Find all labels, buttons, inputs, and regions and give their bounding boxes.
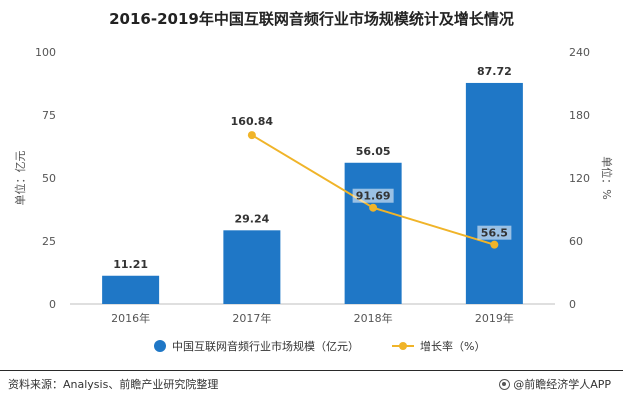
footer-divider <box>0 370 623 371</box>
brand-logo-icon <box>499 378 511 390</box>
bar-value-label: 87.72 <box>477 65 512 78</box>
bar-value-label: 56.05 <box>356 145 391 158</box>
x-tick-label: 2018年 <box>354 311 393 325</box>
y-left-tick-label: 50 <box>42 172 56 185</box>
x-tick-label: 2017年 <box>232 311 271 325</box>
legend-bar-marker <box>154 340 166 352</box>
y-right-tick-label: 60 <box>569 235 583 248</box>
bar-2 <box>223 230 281 304</box>
bar-1 <box>102 275 160 304</box>
growth-rate-point <box>369 203 378 212</box>
x-tick-label: 2016年 <box>111 311 150 325</box>
y-right-tick-label: 180 <box>569 109 590 122</box>
line-value-label: 91.69 <box>356 190 391 203</box>
line-value-label: 160.84 <box>231 115 274 128</box>
y-right-tick-label: 240 <box>569 46 590 59</box>
chart-canvas: 0 25 50 75 100 0 60 120 180 240 单位：亿元 单位：% 11.21 29.2… <box>13 46 614 353</box>
legend-bar-label: 中国互联网音频行业市场规模（亿元） <box>172 339 359 353</box>
y-left-tick-label: 75 <box>42 109 56 122</box>
credit: @前瞻经济学人APP <box>499 376 611 392</box>
legend-line-label: 增长率（%） <box>420 339 485 353</box>
line-label-bg <box>352 188 394 203</box>
y-left-tick-label: 0 <box>49 298 56 311</box>
y-left-axis-title: 单位：亿元 <box>13 151 27 206</box>
credit-text: @前瞻经济学人APP <box>513 378 611 391</box>
source-note: 资料来源：Analysis、前瞻产业研究院整理 <box>8 378 219 391</box>
line-label-bg <box>477 225 512 240</box>
growth-rate-point <box>490 240 499 249</box>
legend-line-dot <box>399 342 407 350</box>
bar-4 <box>465 82 523 304</box>
bar-value-label: 29.24 <box>234 212 269 225</box>
y-left-tick-label: 25 <box>42 235 56 248</box>
y-right-axis-title: 单位：% <box>600 156 614 199</box>
x-tick-label: 2019年 <box>475 311 514 325</box>
y-right-tick-label: 120 <box>569 172 590 185</box>
y-left-tick-label: 100 <box>35 46 56 59</box>
bar-3 <box>344 162 402 304</box>
bar-value-label: 11.21 <box>113 258 148 271</box>
growth-rate-point <box>247 131 256 140</box>
chart-title: 2016-2019年中国互联网音频行业市场规模统计及增长情况 <box>109 10 514 28</box>
line-value-label: 56.5 <box>481 227 508 240</box>
y-right-tick-label: 0 <box>569 298 576 311</box>
